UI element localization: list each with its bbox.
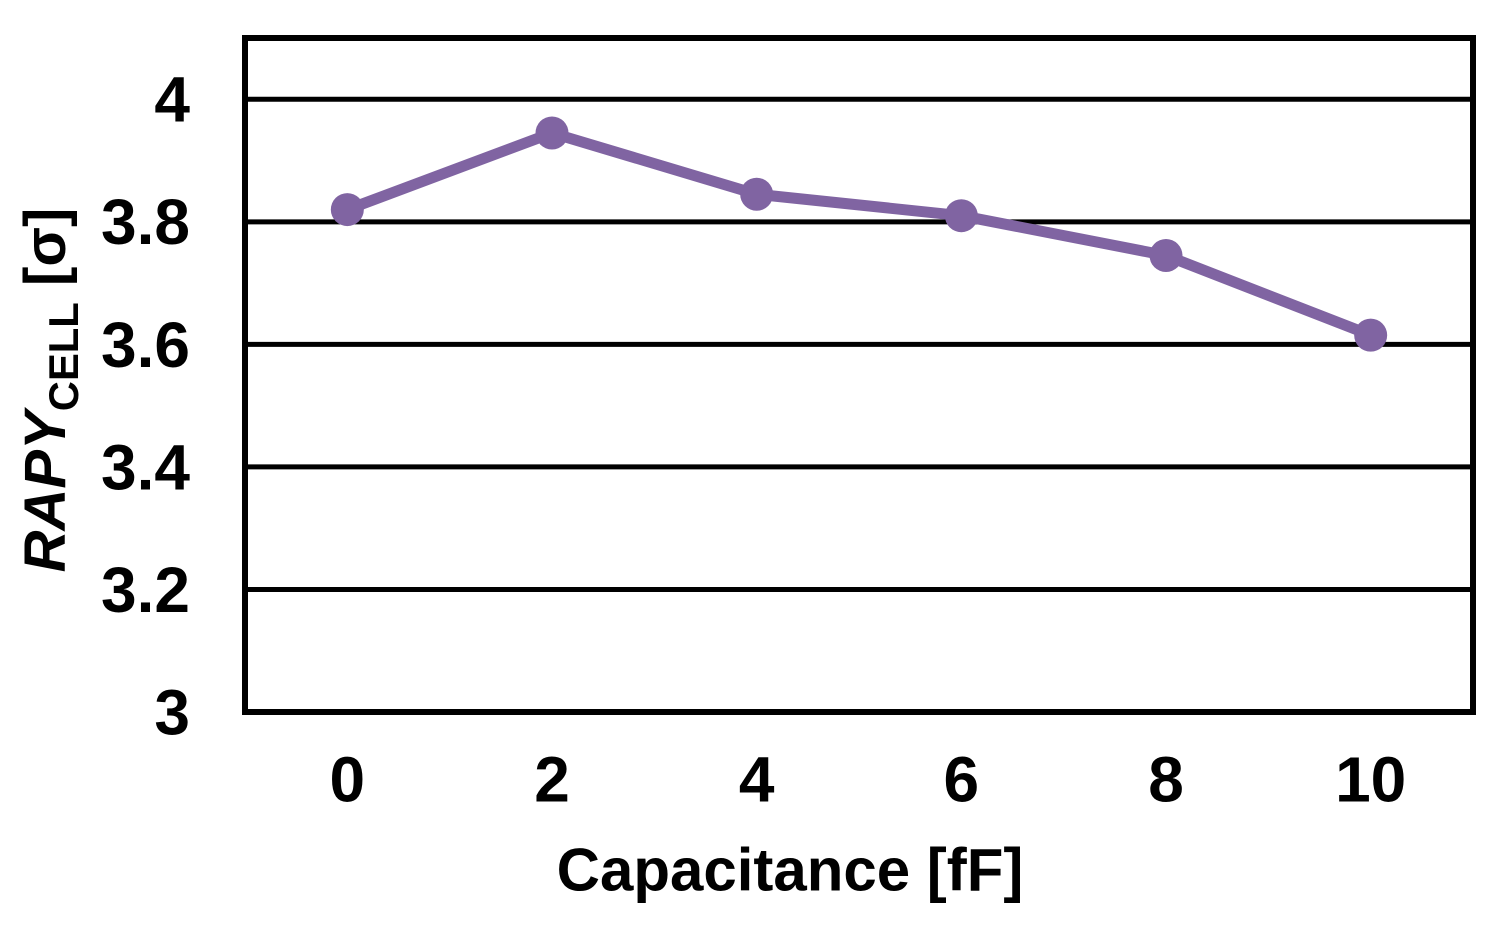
x-tick-label-4: 4 (739, 743, 775, 815)
y-tick-label-3: 3 (154, 676, 190, 748)
y-tick-label-3.6: 3.6 (101, 309, 190, 381)
data-point-8 (1149, 239, 1183, 273)
data-point-0 (330, 193, 364, 227)
y-tick-label-3.4: 3.4 (101, 431, 190, 503)
x-tick-label-10: 10 (1335, 743, 1406, 815)
data-point-6 (944, 199, 978, 233)
x-axis-title: Capacitance [fF] (556, 836, 1024, 904)
data-line (345, 127, 1373, 341)
x-tick-label-2: 2 (534, 743, 570, 815)
plot-border (242, 35, 1476, 715)
y-tick-label-3.2: 3.2 (101, 554, 190, 626)
y-axis-title-main: RAPY (13, 411, 79, 573)
x-tick-label-0: 0 (330, 743, 366, 815)
data-point-2 (535, 116, 569, 150)
data-point-4 (740, 177, 774, 211)
data-point-10 (1354, 318, 1388, 352)
x-tick-label-6: 6 (944, 743, 980, 815)
x-tick-label-8: 8 (1148, 743, 1184, 815)
y-tick-label-3.8: 3.8 (101, 186, 190, 258)
y-axis-title: RAPYCELL [σ] (12, 208, 88, 573)
y-axis-title-subscript: CELL (39, 302, 87, 412)
y-axis-title-unit: [σ] (13, 207, 79, 286)
y-tick-label-4: 4 (154, 64, 190, 136)
